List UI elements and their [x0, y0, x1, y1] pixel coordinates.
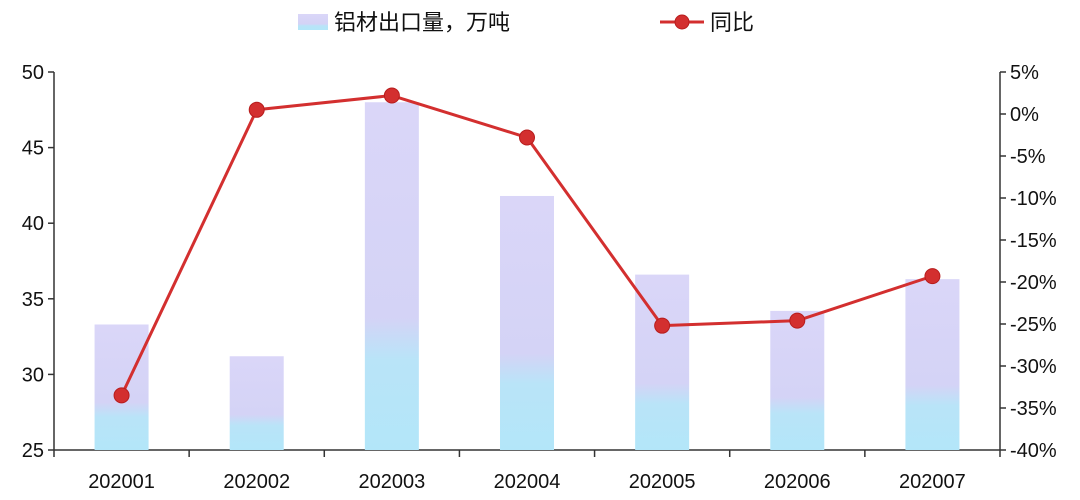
- legend-swatch-bar: [298, 14, 328, 30]
- right-axis-ticks: -40% -35% -30% -25% -20% -15% -10% -5% 0% 5%: [1000, 62, 1057, 462]
- x-tick-label: 202007: [899, 471, 966, 493]
- left-axis-ticks: 25 30 35 40 45 50: [22, 62, 54, 462]
- right-tick-label: -15%: [1010, 230, 1057, 252]
- right-tick-label: 5%: [1010, 62, 1039, 84]
- line-series: [113, 87, 941, 404]
- legend-label-bar: 铝材出口量，万吨: [334, 11, 510, 36]
- right-tick-label: -40%: [1010, 440, 1057, 462]
- bar-202006: [770, 310, 825, 450]
- bar-202001: [94, 324, 149, 450]
- bar-202007: [905, 279, 960, 450]
- right-tick-label: -30%: [1010, 356, 1057, 378]
- yoy-point-202005: [654, 317, 671, 334]
- yoy-point-202007: [924, 268, 941, 285]
- bar-series: [94, 102, 960, 451]
- left-tick-label: 25: [22, 440, 44, 462]
- right-tick-label: -5%: [1010, 146, 1046, 168]
- x-tick-label: 202004: [494, 471, 561, 493]
- yoy-point-202003: [383, 87, 400, 104]
- bar-202004: [500, 195, 554, 450]
- bar-202002: [229, 356, 284, 450]
- left-tick-label: 30: [22, 364, 44, 386]
- yoy-point-202006: [789, 312, 806, 329]
- left-tick-label: 35: [22, 289, 44, 311]
- x-tick-label: 202005: [629, 471, 696, 493]
- x-tick-label: 202001: [88, 471, 155, 493]
- x-tick-label: 202002: [223, 471, 290, 493]
- legend-label-line: 同比: [710, 11, 754, 36]
- bar-202005: [635, 274, 690, 450]
- x-tick-label: 202006: [764, 471, 831, 493]
- legend-swatch-marker: [674, 14, 690, 30]
- yoy-point-202001: [113, 387, 130, 404]
- right-tick-label: -35%: [1010, 398, 1057, 420]
- bar-202003: [364, 102, 419, 451]
- right-tick-label: -10%: [1010, 188, 1057, 210]
- yoy-point-202004: [519, 129, 535, 146]
- left-tick-label: 40: [22, 213, 44, 235]
- x-axis-ticks: 202001 202002 202003 202004 202005 202006 2020…: [53, 450, 1001, 493]
- legend: 铝材出口量，万吨 同比: [298, 11, 754, 36]
- left-tick-label: 45: [22, 138, 44, 160]
- left-tick-label: 50: [22, 62, 44, 84]
- yoy-point-202002: [248, 101, 265, 118]
- x-tick-label: 202003: [358, 471, 425, 493]
- right-tick-label: -25%: [1010, 314, 1057, 336]
- right-tick-label: 0%: [1010, 104, 1039, 126]
- right-tick-label: -20%: [1010, 272, 1057, 294]
